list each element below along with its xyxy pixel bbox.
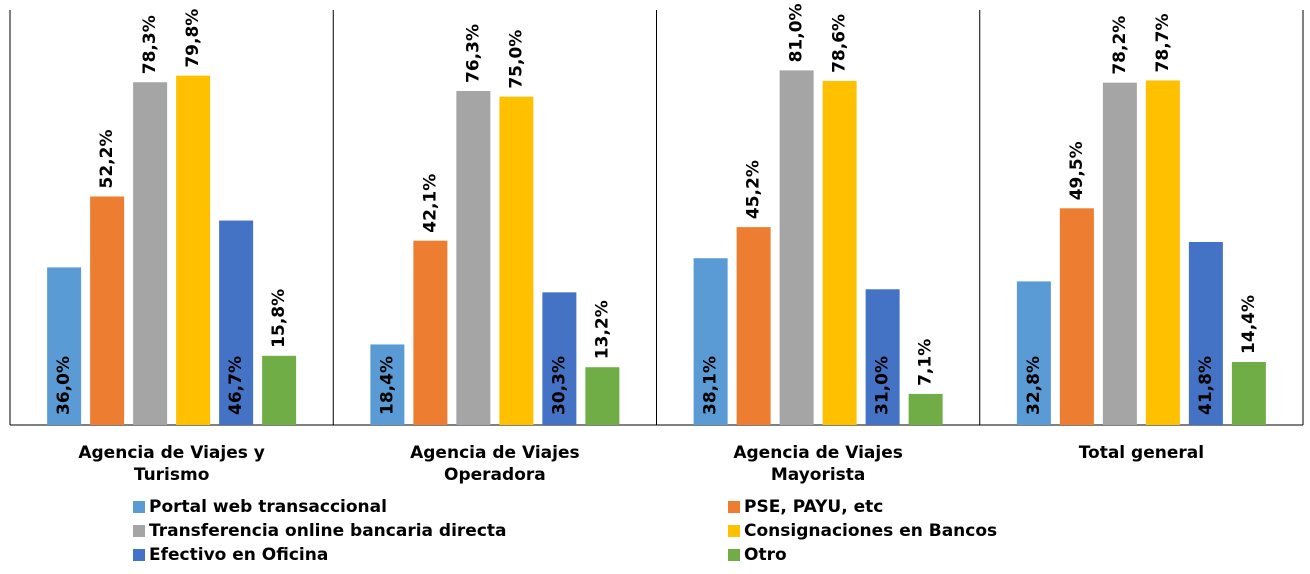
legend-label: Portal web transaccional: [149, 497, 387, 517]
x-tick-label: Agencia de Viajes y Turismo: [78, 443, 265, 485]
data-label: 30,3%: [549, 356, 569, 415]
legend-label: Otro: [744, 545, 787, 565]
bar: [176, 75, 211, 426]
bar: [736, 227, 771, 425]
data-label: 78,2%: [1110, 16, 1130, 75]
legend-entry: Transferencia online bancaria directa: [133, 521, 507, 541]
legend-entry: PSE, PAYU, etc: [728, 497, 883, 517]
legend-swatch: [133, 525, 145, 537]
legend-swatch: [728, 525, 740, 537]
data-label: 32,8%: [1024, 356, 1044, 415]
bar: [1016, 281, 1051, 425]
legend-entry: Consignaciones en Bancos: [728, 521, 997, 541]
bar: [1231, 361, 1266, 425]
bar: [585, 367, 620, 425]
data-label: 78,6%: [830, 14, 850, 73]
legend-entry: Otro: [728, 545, 787, 565]
legend-label: Consignaciones en Bancos: [744, 521, 998, 541]
data-label: 45,2%: [744, 160, 764, 219]
data-label: 75,0%: [506, 30, 526, 89]
data-label: 15,8%: [269, 289, 289, 348]
legend-label: Transferencia online bancaria directa: [149, 521, 507, 541]
data-label: 36,0%: [54, 356, 74, 415]
data-label: 42,1%: [420, 174, 440, 233]
data-label: 49,5%: [1067, 141, 1087, 200]
legend-swatch: [728, 501, 740, 513]
data-label: 14,4%: [1239, 295, 1259, 354]
data-label: 78,7%: [1153, 13, 1173, 72]
bar: [1145, 80, 1180, 426]
bar: [262, 355, 297, 425]
data-label: 81,0%: [787, 3, 807, 62]
data-label: 76,3%: [463, 24, 483, 83]
data-label: 18,4%: [377, 356, 397, 415]
legend-entry: Efectivo en Oficina: [133, 545, 328, 565]
x-tick-label: Agencia de Viajes Mayorista: [733, 443, 903, 485]
bar: [865, 289, 900, 425]
data-label: 7,1%: [916, 339, 936, 386]
bar: [219, 220, 254, 425]
bar: [413, 240, 448, 425]
data-label: 31,0%: [873, 356, 893, 415]
data-label: 38,1%: [701, 356, 721, 415]
data-label: 79,8%: [183, 9, 203, 68]
bar: [822, 80, 857, 425]
x-tick-label: Agencia de Viajes Operadora: [410, 443, 580, 485]
bar: [1102, 82, 1137, 425]
legend-entry: Portal web transaccional: [133, 497, 387, 517]
bar: [47, 267, 82, 425]
bar: [133, 82, 168, 425]
x-tick-label: Total general: [1078, 443, 1205, 463]
bar: [1059, 208, 1094, 425]
bar: [542, 292, 577, 425]
bar: [1188, 242, 1223, 425]
bar: [908, 393, 943, 425]
bar: [499, 96, 534, 426]
bar: [693, 258, 728, 425]
data-label: 78,3%: [140, 15, 160, 74]
bar: [779, 70, 814, 426]
legend-label: Efectivo en Oficina: [149, 545, 329, 565]
bar: [370, 344, 405, 425]
legend-swatch: [133, 501, 145, 513]
legend-swatch: [133, 549, 145, 561]
legend-swatch: [728, 549, 740, 561]
data-label: 46,7%: [226, 356, 246, 415]
bar: [456, 90, 491, 425]
legend-label: PSE, PAYU, etc: [744, 497, 884, 517]
data-label: 52,2%: [97, 129, 117, 188]
data-label: 13,2%: [592, 300, 612, 359]
bar: [90, 196, 125, 425]
data-label: 41,8%: [1196, 356, 1216, 415]
